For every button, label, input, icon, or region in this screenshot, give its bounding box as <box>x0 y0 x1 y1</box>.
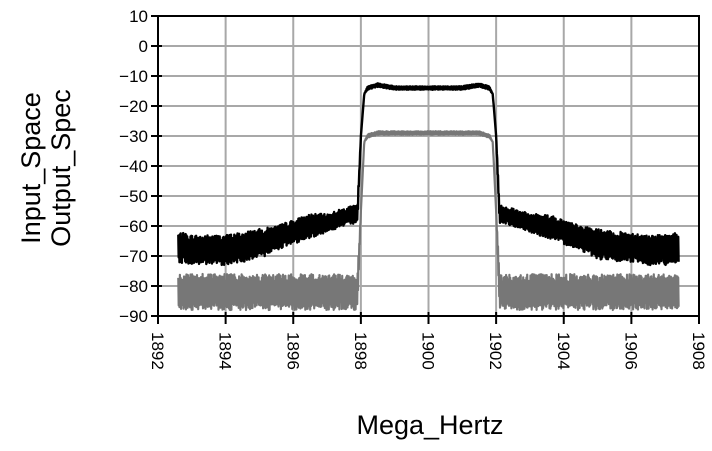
series-layer <box>177 82 680 312</box>
y-tick-label: −70 <box>119 247 148 266</box>
y-tick-label: −10 <box>119 67 148 86</box>
x-tick-label: 1906 <box>621 332 640 370</box>
y-tick-label: 0 <box>139 37 148 56</box>
axis-ticks <box>151 15 700 324</box>
x-tick-label: 1904 <box>554 332 573 370</box>
series-gray-line <box>177 130 680 312</box>
x-tick-label: 1898 <box>351 332 370 370</box>
series-black-line <box>177 82 680 267</box>
y-tick-label: −40 <box>119 157 148 176</box>
y-axis-title-2: Output_Spec <box>46 89 76 247</box>
x-tick-label: 1900 <box>419 332 438 370</box>
x-tick-label: 1902 <box>486 332 505 370</box>
x-tick-label: 1908 <box>689 332 708 370</box>
y-tick-label: −60 <box>119 217 148 236</box>
y-tick-label: −90 <box>119 307 148 326</box>
y-tick-label: −50 <box>119 187 148 206</box>
x-tick-label: 1894 <box>216 332 235 370</box>
y-tick-label: −80 <box>119 277 148 296</box>
y-tick-label: −20 <box>119 97 148 116</box>
y-axis-title-1: Input_Space <box>16 92 46 244</box>
x-axis-title: Mega_Hertz <box>356 410 503 440</box>
x-tick-label: 1892 <box>148 332 167 370</box>
y-tick-label: −30 <box>119 127 148 146</box>
y-tick-label: 10 <box>129 7 148 26</box>
x-tick-label: 1896 <box>283 332 302 370</box>
